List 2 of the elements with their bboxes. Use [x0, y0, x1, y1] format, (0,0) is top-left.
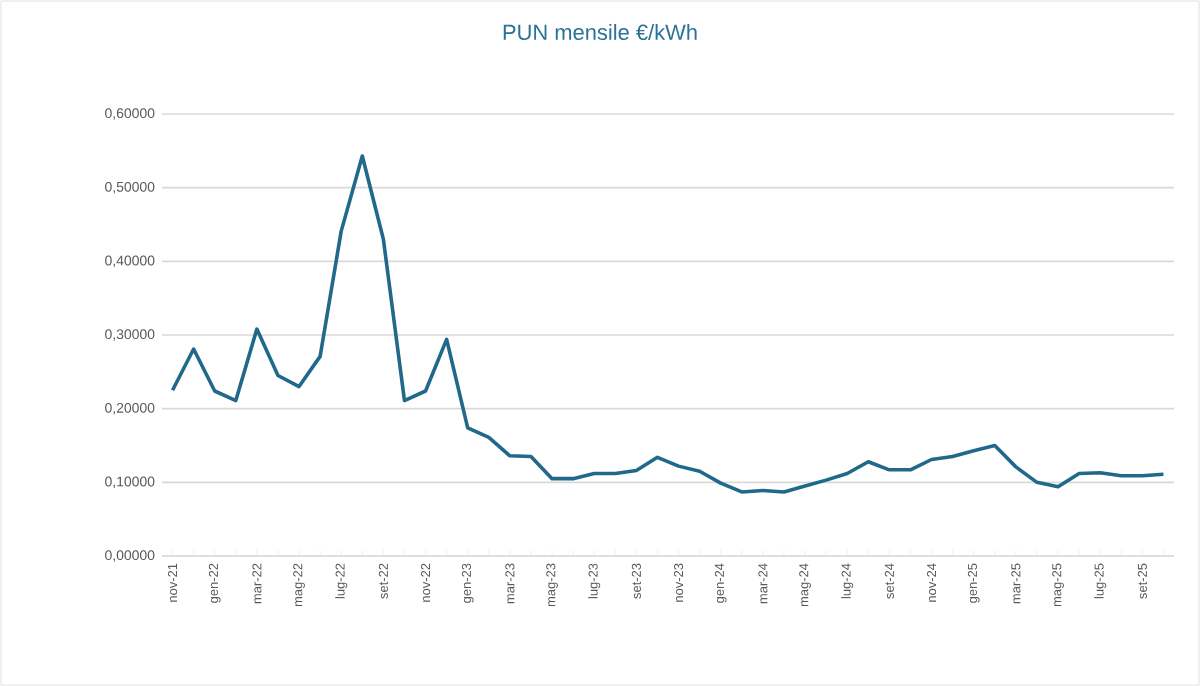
chart-title: PUN mensile €/kWh — [503, 23, 697, 41]
line-series — [170, 154, 1166, 494]
